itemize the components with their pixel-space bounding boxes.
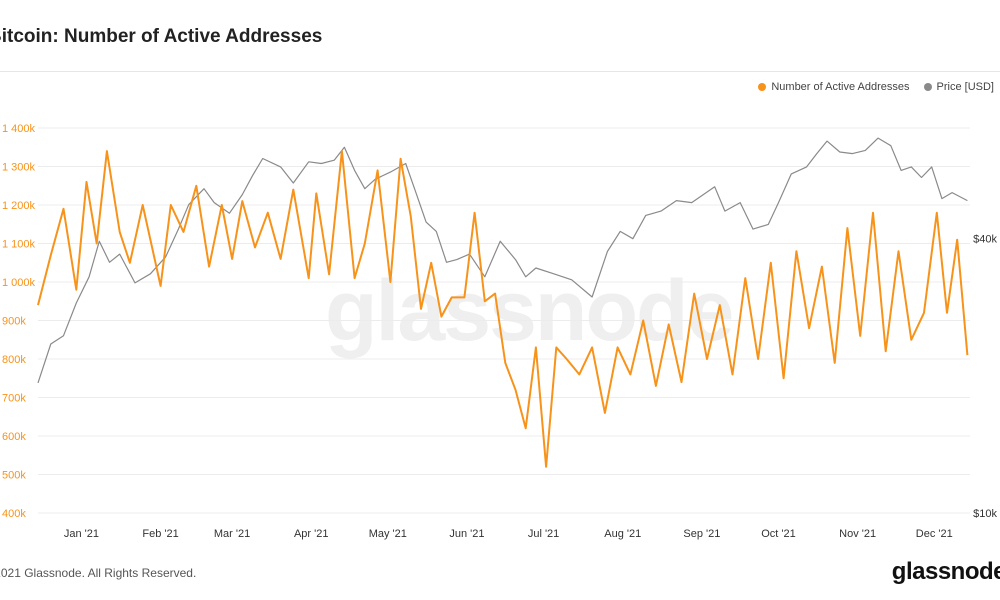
- watermark: glassnode: [325, 263, 734, 359]
- left-axis-tick-label: 500k: [2, 470, 26, 482]
- x-axis-ticks: Jan '21 Feb '21 Mar '21 Apr '21 May '21 Jun '…: [64, 528, 953, 540]
- x-axis-tick-label: Jun '21: [449, 528, 484, 540]
- left-axis-tick-label: 1 400k: [2, 123, 36, 135]
- right-axis-tick-label: $10k: [973, 508, 997, 520]
- left-axis-tick-label: 1 000k: [2, 277, 36, 289]
- x-axis-tick-label: Aug '21: [604, 528, 641, 540]
- left-axis-tick-label: 400k: [2, 508, 26, 520]
- x-axis-tick-label: Sep '21: [683, 528, 720, 540]
- grid-lines: [38, 127, 970, 514]
- x-axis-tick-label: Jul '21: [528, 528, 559, 540]
- copyright-text: © 2021 Glassnode. All Rights Reserved.: [0, 566, 197, 580]
- x-axis-tick-label: Oct '21: [761, 528, 796, 540]
- legend-item-active-addresses[interactable]: Number of Active Addresses: [758, 81, 910, 93]
- left-axis-tick-label: 700k: [2, 393, 26, 405]
- title-divider: [0, 71, 1000, 72]
- series-line-active-addresses: [37, 150, 969, 468]
- series-layer: [37, 137, 969, 468]
- left-axis-ticks: 400k 500k 600k 700k 800k 900k 1 000k 1 100k 1 20…: [2, 123, 36, 520]
- x-axis-tick-label: Nov '21: [839, 528, 876, 540]
- left-axis-tick-label: 1 200k: [2, 200, 36, 212]
- left-axis-tick-label: 800k: [2, 354, 26, 366]
- legend-label-price: Price [USD]: [936, 81, 994, 93]
- series-line-price: [37, 137, 968, 384]
- x-axis-tick-label: Apr '21: [294, 528, 329, 540]
- x-axis-tick-label: Feb '21: [142, 528, 178, 540]
- legend-item-price[interactable]: Price [USD]: [923, 81, 994, 93]
- x-axis-tick-label: Jan '21: [64, 528, 99, 540]
- chart-legend: Number of Active Addresses Price [USD]: [758, 81, 994, 93]
- legend-dot-gray-icon: [923, 83, 932, 91]
- left-axis-tick-label: 1 300k: [2, 162, 36, 174]
- right-axis-tick-label: $40k: [973, 234, 997, 246]
- legend-dot-orange-icon: [758, 83, 767, 91]
- left-axis-tick-label: 600k: [2, 431, 26, 443]
- x-axis-tick-label: Dec '21: [916, 528, 953, 540]
- page-title: Bitcoin: Number of Active Addresses: [0, 26, 323, 47]
- right-axis-ticks: $10k $40k: [973, 234, 997, 520]
- x-axis-tick-label: Mar '21: [214, 528, 250, 540]
- x-axis-tick-label: May '21: [369, 528, 407, 540]
- glassnode-logo[interactable]: glassnode: [891, 558, 1000, 585]
- legend-label-active-addresses: Number of Active Addresses: [771, 81, 910, 93]
- left-axis-tick-label: 900k: [2, 316, 26, 328]
- left-axis-tick-label: 1 100k: [2, 239, 36, 251]
